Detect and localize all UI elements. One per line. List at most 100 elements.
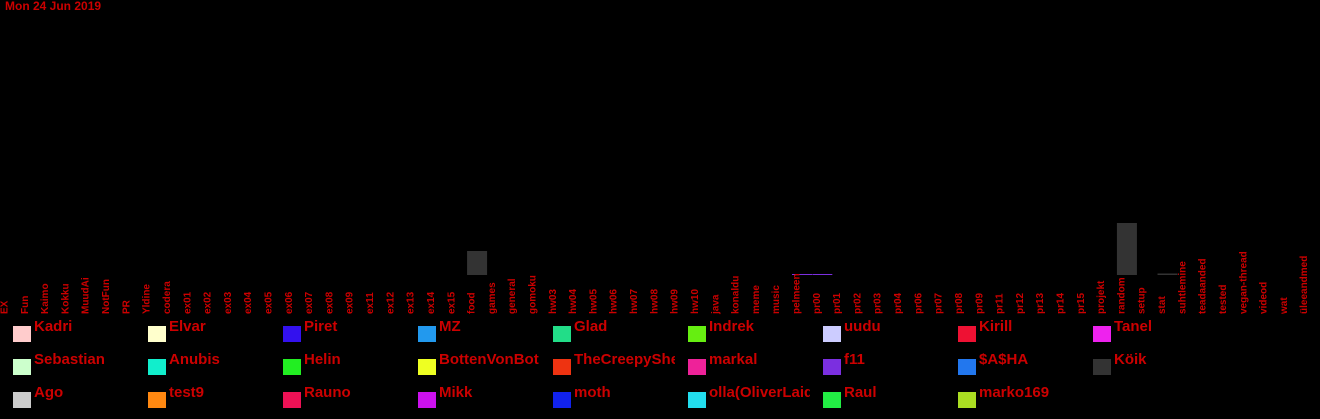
x-tick-label: general: [507, 278, 518, 314]
bars-group: [467, 223, 1177, 275]
legend-item: $A$HA: [945, 349, 1080, 375]
legend-label: olla(OliverLaid: [709, 384, 810, 402]
x-tick-label: ex12: [385, 291, 396, 314]
legend-item: Glad: [540, 316, 675, 342]
x-tick-label: pelmeen: [792, 273, 803, 314]
x-tick-label: Kokku: [60, 283, 71, 314]
legend-label: test9: [169, 384, 204, 402]
legend-swatch: [418, 359, 436, 375]
x-tick-label: pr13: [1035, 292, 1046, 314]
legend-label: uudu: [844, 318, 881, 336]
x-tick-label: ex14: [426, 291, 437, 314]
bar-chart: EX Fun Kaimo Kokku MuudAi NotFun PR Yldine coder…: [0, 0, 1320, 316]
x-tick-label: ex05: [264, 291, 275, 314]
legend-swatch: [148, 359, 166, 375]
x-tick-label: pr00: [812, 292, 823, 314]
x-tick-label: ex02: [203, 291, 214, 314]
x-tick-label: hw03: [548, 289, 559, 314]
legend-label: markal: [709, 351, 757, 369]
legend-swatch: [283, 359, 301, 375]
legend-swatch: [688, 359, 706, 375]
x-tick-label: üleeandmed: [1299, 256, 1310, 314]
legend-label: $A$HA: [979, 351, 1028, 369]
legend-item: test9: [135, 382, 270, 408]
x-tick-label: setup: [1137, 287, 1148, 314]
x-tick-label: tested: [1218, 285, 1229, 314]
x-tick-label: pr15: [1076, 292, 1087, 314]
x-tick-label: hw07: [629, 289, 640, 314]
x-tick-label: hw08: [649, 289, 660, 314]
legend-item: Raul: [810, 382, 945, 408]
legend-label: Anubis: [169, 351, 220, 369]
x-tick-label: NotFun: [101, 279, 112, 314]
legend-item: Piret: [270, 316, 405, 342]
legend-swatch: [1093, 359, 1111, 375]
x-tick-label: ex11: [365, 292, 376, 314]
x-tick-label: gomoku: [528, 275, 539, 314]
legend-swatch: [13, 392, 31, 408]
x-tick-label: pr08: [954, 292, 965, 314]
legend-swatch: [13, 359, 31, 375]
legend: Kadri Elvar Piret MZ Glad Indrek uudu Kirill Tan…: [0, 316, 1320, 419]
legend-label: Kadri: [34, 318, 72, 336]
x-tick-label: pr09: [974, 292, 985, 314]
x-tick-label: wat: [1279, 297, 1290, 315]
x-tick-label: food: [467, 292, 478, 314]
legend-label: Piret: [304, 318, 337, 336]
legend-label: Ago: [34, 384, 63, 402]
x-tick-label: ex08: [324, 291, 335, 314]
legend-item: BottenVonBot: [405, 349, 540, 375]
x-tick-label: games: [487, 282, 498, 314]
x-tick-label: ex07: [304, 291, 315, 314]
legend-item: Ago: [0, 382, 135, 408]
legend-label: marko169: [979, 384, 1049, 402]
x-tick-label: music: [771, 285, 782, 314]
x-tick-label: PR: [121, 299, 132, 314]
legend-swatch: [553, 326, 571, 342]
legend-swatch: [958, 326, 976, 342]
legend-item: Elvar: [135, 316, 270, 342]
legend-label: Köik: [1114, 351, 1147, 369]
x-tick-label: EX: [0, 300, 11, 314]
bar: [812, 274, 832, 275]
legend-swatch: [283, 326, 301, 342]
legend-label: TheCreepyShe: [574, 351, 675, 369]
x-tick-label: Yldine: [142, 284, 153, 314]
bar: [1158, 274, 1178, 276]
legend-item: uudu: [810, 316, 945, 342]
x-tick-label: hw06: [609, 289, 620, 314]
legend-item: TheCreepyShe: [540, 349, 675, 375]
legend-item: Indrek: [675, 316, 810, 342]
legend-item: Tanel: [1080, 316, 1215, 342]
legend-item: Helin: [270, 349, 405, 375]
legend-swatch: [418, 326, 436, 342]
legend-label: Elvar: [169, 318, 206, 336]
legend-item: f11: [810, 349, 945, 375]
x-tick-label: teadaanded: [1198, 258, 1209, 314]
x-tick-label: ex13: [406, 291, 417, 314]
x-tick-label: suhtlemine: [1177, 261, 1188, 314]
legend-swatch: [823, 392, 841, 408]
legend-swatch: [283, 392, 301, 408]
x-tick-label: ex04: [243, 291, 254, 314]
legend-swatch: [148, 326, 166, 342]
x-tick-label: Kaimo: [40, 283, 51, 314]
legend-label: Raul: [844, 384, 877, 402]
x-tick-label: konaldu: [731, 276, 742, 314]
legend-label: f11: [844, 351, 865, 369]
legend-swatch: [418, 392, 436, 408]
legend-label: Glad: [574, 318, 607, 336]
x-tick-label: ex03: [223, 291, 234, 314]
x-tick-label: hw04: [568, 289, 579, 314]
legend-swatch: [688, 326, 706, 342]
legend-swatch: [553, 392, 571, 408]
legend-item: moth: [540, 382, 675, 408]
x-tick-label: MuudAi: [81, 277, 92, 314]
x-tick-label: pr11: [995, 293, 1006, 314]
legend-item: Sebastian: [0, 349, 135, 375]
x-tick-label: ex01: [182, 291, 193, 314]
x-tick-label: hw09: [670, 289, 681, 314]
x-tick-label: videod: [1259, 282, 1270, 314]
legend-swatch: [1093, 326, 1111, 342]
legend-swatch: [958, 359, 976, 375]
